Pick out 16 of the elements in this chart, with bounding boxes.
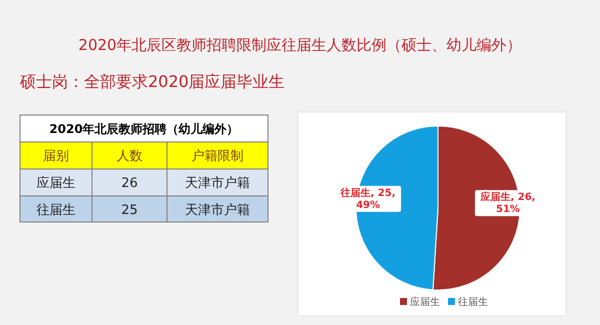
text: 往届生 <box>36 203 76 218</box>
text: 天津市户籍 <box>185 203 250 218</box>
text: 2020年北辰教师招聘（幼儿编外） <box>49 122 239 136</box>
text: 天津市户籍 <box>185 176 250 191</box>
text: 届别 <box>43 149 69 164</box>
text: 25 <box>121 203 138 218</box>
data-label: 往届生, 25, 49% <box>340 186 396 211</box>
text: 硕士岗：全部要求2020届应届毕业生 <box>19 72 285 91</box>
text: 人数 <box>116 149 142 164</box>
legend-label: 应届生 <box>410 296 440 308</box>
legend-label: 往届生 <box>458 296 488 308</box>
text: 26 <box>121 176 138 191</box>
data-label: 应届生, 26, 51% <box>479 191 536 216</box>
text: 应届生 <box>36 175 76 191</box>
chart-title: 2020年北辰区教师招聘限制应往届生人数比例（硕士、幼儿编外） <box>78 36 522 54</box>
text: 户籍限制 <box>192 149 244 164</box>
